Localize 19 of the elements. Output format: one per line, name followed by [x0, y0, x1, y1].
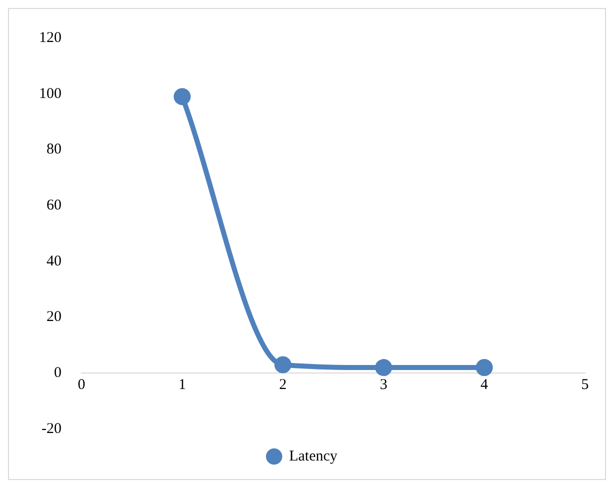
y-tick-label: 100: [39, 86, 62, 102]
x-tick-label: 0: [78, 377, 86, 394]
point: [375, 359, 392, 376]
y-tick-label: -20: [42, 420, 62, 437]
x-tick-label: 2: [279, 377, 287, 394]
x-tick-label: 5: [581, 377, 589, 394]
point: [274, 356, 292, 374]
x-tick-label: 3: [380, 377, 388, 394]
y-tick-label: 60: [46, 198, 62, 214]
point: [476, 359, 493, 376]
y-tick-label: 20: [46, 309, 62, 326]
y-tick-label: 120: [39, 30, 62, 46]
x-tick-label: 4: [480, 377, 489, 394]
y-tick-label: 80: [46, 142, 62, 158]
y-tick-label: 0: [54, 365, 62, 382]
legend-label: Latency: [289, 448, 338, 464]
x-tick-label: 1: [178, 377, 186, 394]
point: [174, 88, 191, 106]
y-tick-label: 40: [46, 253, 62, 270]
